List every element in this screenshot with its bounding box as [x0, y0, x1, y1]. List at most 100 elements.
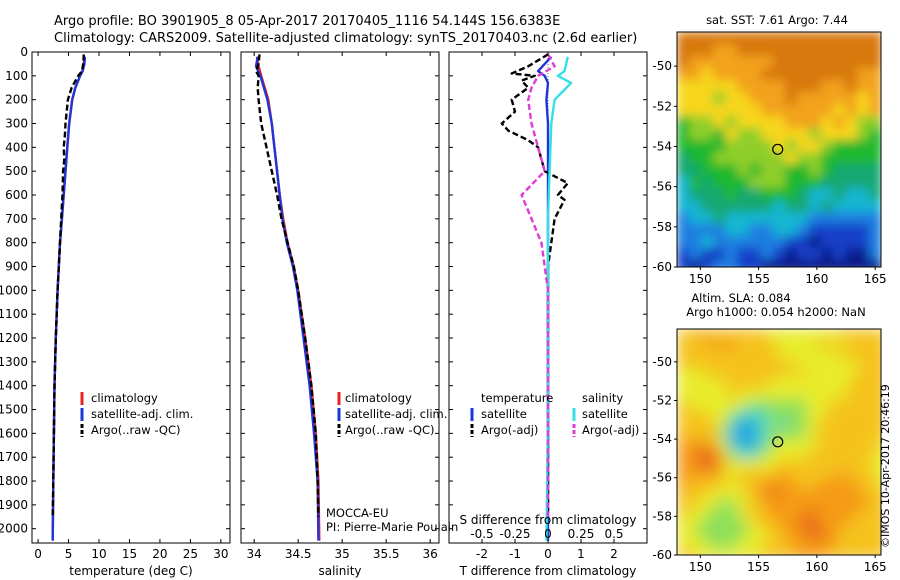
sla-pixel: [797, 399, 808, 410]
sla-pixel: [717, 469, 728, 480]
sla-pixel: [797, 499, 808, 510]
sst-pixel: [797, 32, 810, 45]
sla-pixel: [747, 549, 758, 555]
sst-pixel: [761, 92, 774, 105]
sst-pixel: [737, 32, 750, 45]
sst-pixel: [737, 224, 750, 237]
sla-pixel: [697, 429, 708, 440]
sla-pixel: [787, 349, 798, 360]
sla-pixel: [877, 339, 881, 350]
sst-pixel: [809, 32, 822, 45]
sst-pixel: [833, 92, 846, 105]
temperature-xlabel: temperature (deg C): [69, 564, 192, 578]
sst-pixel: [869, 236, 881, 249]
sst-pixel: [833, 80, 846, 93]
sst-pixel: [749, 236, 762, 249]
sla-pixel: [847, 449, 858, 460]
sla-pixel: [837, 359, 848, 370]
sst-pixel: [713, 32, 726, 45]
sla-pixel: [727, 519, 738, 530]
salinity-diff-tick-label: -0.25: [499, 527, 530, 541]
sla-pixel: [867, 529, 878, 540]
difference-xlabel: T difference from climatology: [459, 564, 637, 578]
sla-pixel: [777, 359, 788, 370]
sst-pixel: [689, 260, 702, 267]
sla-pixel: [687, 399, 698, 410]
sla-pixel: [787, 449, 798, 460]
sla-pixel: [747, 449, 758, 460]
sst-pixel: [833, 236, 846, 249]
salinity-diff-tick-label: 0.25: [568, 527, 595, 541]
sla-pixel: [837, 369, 848, 380]
sla-pixel: [817, 469, 828, 480]
sla-pixel: [827, 399, 838, 410]
sla-pixel: [737, 329, 748, 340]
sla-pixel: [777, 329, 788, 340]
sla-pixel: [837, 489, 848, 500]
sst-pixel: [773, 212, 786, 225]
sla-pixel: [687, 359, 698, 370]
sla-pixel: [787, 499, 798, 510]
sla-pixel: [847, 489, 858, 500]
sla-pixel: [737, 479, 748, 490]
sla-pixel: [747, 489, 758, 500]
sst-pixel: [869, 260, 881, 267]
sla-pixel: [837, 329, 848, 340]
sla-pixel: [687, 509, 698, 520]
sla-pixel: [847, 329, 858, 340]
sla-pixel: [717, 519, 728, 530]
sst-pixel: [797, 92, 810, 105]
sst-pixel: [689, 212, 702, 225]
sst-pixel: [701, 260, 714, 267]
sla-pixel: [737, 509, 748, 520]
sst-pixel: [713, 68, 726, 81]
sst-pixel: [737, 68, 750, 81]
sla-pixel: [767, 539, 778, 550]
sla-pixel: [757, 419, 768, 430]
depth-tick-label: 0: [20, 45, 28, 59]
sst-pixel: [857, 32, 870, 45]
sla-pixel: [707, 419, 718, 430]
sla-pixel: [737, 439, 748, 450]
sla-pixel: [747, 389, 758, 400]
sst-pixel: [845, 32, 858, 45]
sla-pixel: [727, 439, 738, 450]
sla-pixel: [707, 379, 718, 390]
sla-pixel: [877, 369, 881, 380]
sst-pixel: [821, 44, 834, 57]
depth-tick-label: 300: [5, 117, 28, 131]
sla-pixel: [857, 529, 868, 540]
sla-pixel: [767, 549, 778, 555]
sst-pixel: [857, 80, 870, 93]
sla-pixel: [797, 479, 808, 490]
sst-pixel: [821, 56, 834, 69]
sla-pixel: [677, 539, 688, 550]
sla-pixel: [847, 519, 858, 530]
sst-pixel: [701, 56, 714, 69]
sla-pixel: [677, 529, 688, 540]
sla-pixel: [857, 459, 868, 470]
sla-pixel: [857, 519, 868, 530]
sst-pixel: [809, 68, 822, 81]
sla-pixel: [707, 499, 718, 510]
sst-pixel: [809, 236, 822, 249]
sst-pixel: [689, 140, 702, 153]
sla-pixel: [847, 539, 858, 550]
sla-pixel: [877, 519, 881, 530]
sst-pixel: [725, 260, 738, 267]
sla-pixel: [857, 369, 868, 380]
sst-pixel: [737, 176, 750, 189]
sla-pixel: [817, 409, 828, 420]
sla-pixel: [717, 329, 728, 340]
sla-pixel: [767, 329, 778, 340]
sla-pixel: [677, 369, 688, 380]
sla-pixel: [727, 549, 738, 555]
sst-pixel: [677, 212, 690, 225]
sla-pixel: [857, 389, 868, 400]
sst-pixel: [821, 248, 834, 261]
sla-pixel: [837, 419, 848, 430]
sst-pixel: [809, 224, 822, 237]
sla-pixel: [797, 519, 808, 530]
sst-pixel: [761, 248, 774, 261]
x-tick-label: -2: [476, 547, 488, 561]
